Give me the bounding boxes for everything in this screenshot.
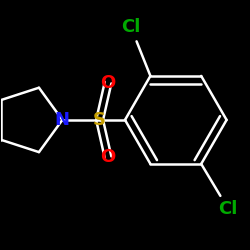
Text: Cl: Cl <box>218 200 238 218</box>
Text: Cl: Cl <box>121 18 141 36</box>
Text: O: O <box>100 74 116 92</box>
Text: O: O <box>100 148 116 166</box>
Text: S: S <box>93 111 106 129</box>
Text: N: N <box>55 111 70 129</box>
